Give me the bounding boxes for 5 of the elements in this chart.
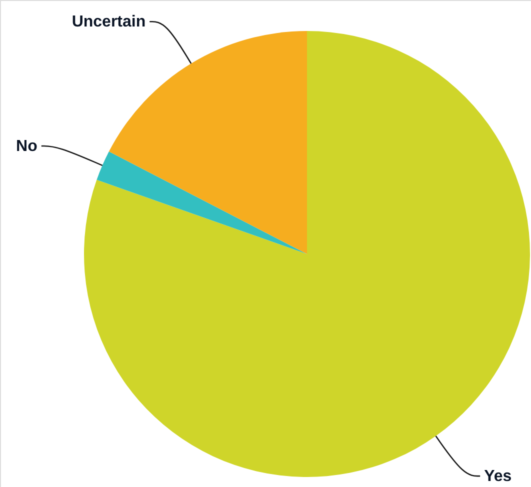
pie-slice bbox=[96, 152, 307, 254]
slice-label: Yes bbox=[484, 468, 512, 486]
slice-label: No bbox=[16, 138, 38, 155]
slice-label: Uncertain bbox=[72, 14, 146, 31]
pie-slice bbox=[108, 31, 307, 254]
